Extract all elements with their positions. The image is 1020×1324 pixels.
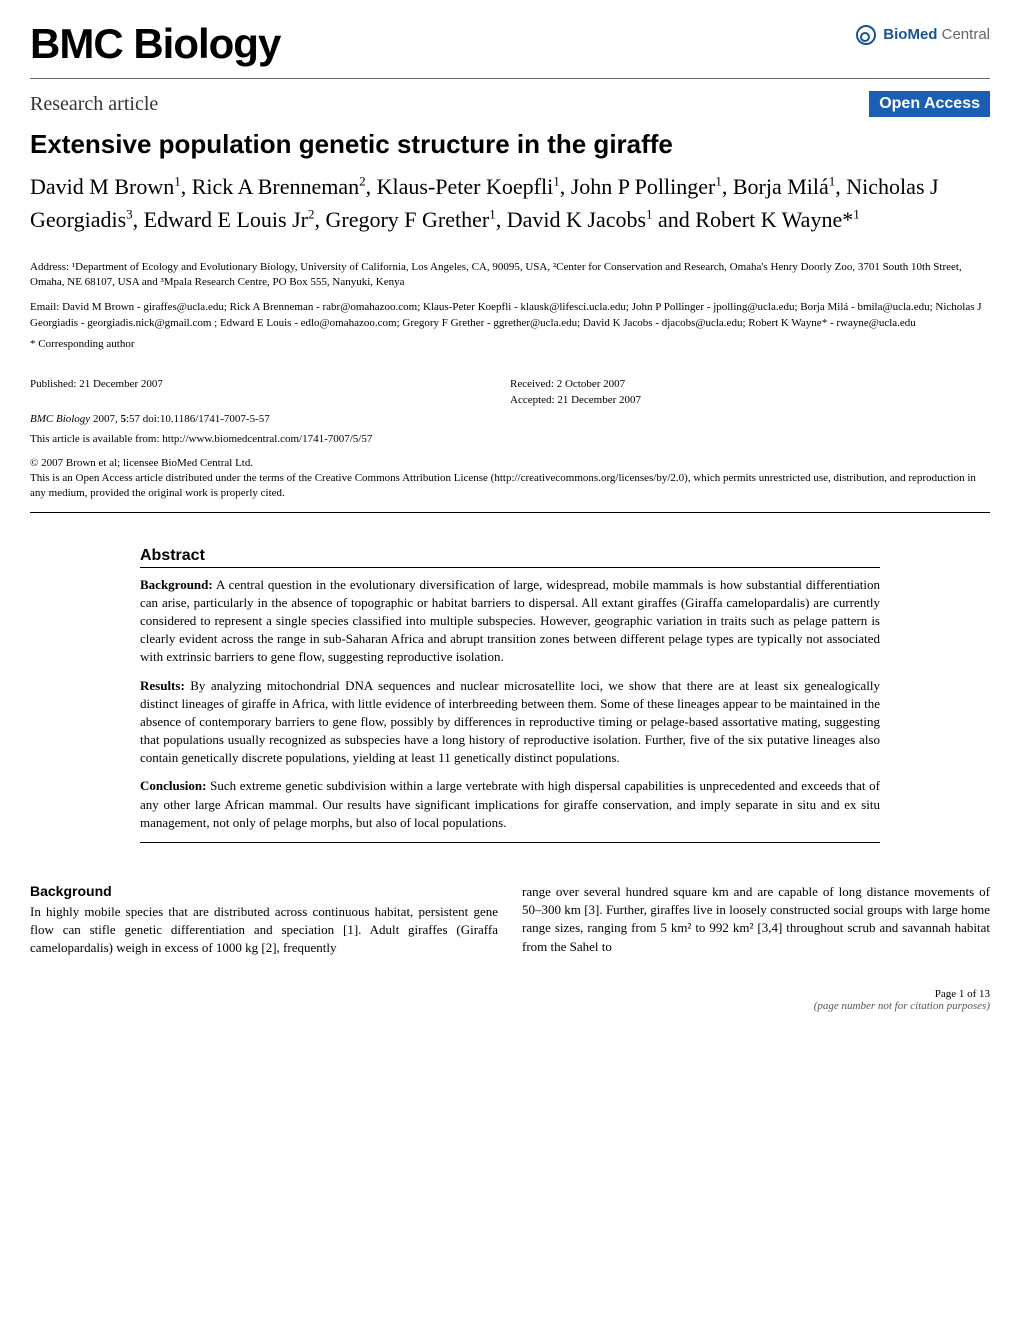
author-10: and Robert K Wayne* xyxy=(653,207,854,232)
citation-year: 2007, xyxy=(90,413,120,425)
meta-right: Received: 2 October 2007 Accepted: 21 De… xyxy=(510,376,990,409)
footer: Page 1 of 13 (page number not for citati… xyxy=(0,968,1020,1032)
publisher-logo: BioMed Central xyxy=(856,25,990,45)
abstract-section: Abstract Background: A central question … xyxy=(0,517,1020,863)
open-access-badge: Open Access xyxy=(869,91,990,117)
author-3: , Klaus-Peter Koepfli xyxy=(366,174,554,199)
authors: David M Brown1, Rick A Brenneman2, Klaus… xyxy=(0,164,1020,252)
accepted-date: Accepted: 21 December 2007 xyxy=(510,392,990,409)
abstract-background-text: A central question in the evolutionary d… xyxy=(140,577,880,665)
body-section: Background In highly mobile species that… xyxy=(0,863,1020,968)
body-text-right: range over several hundred square km and… xyxy=(522,883,990,956)
publisher-light: Central xyxy=(937,26,990,43)
abstract-results-label: Results: xyxy=(140,678,185,693)
abstract-conclusion: Conclusion: Such extreme genetic subdivi… xyxy=(140,777,880,832)
meta-row: Published: 21 December 2007 Received: 2 … xyxy=(0,368,1020,411)
citation-rest: :57 doi:10.1186/1741-7007-5-57 xyxy=(126,413,270,425)
license: This is an Open Access article distribut… xyxy=(0,471,1020,508)
author-2: , Rick A Brenneman xyxy=(181,174,359,199)
author-8: , Gregory F Grether xyxy=(315,207,490,232)
page-number: Page 1 of 13 xyxy=(30,988,990,1000)
abstract-conclusion-text: Such extreme genetic subdivision within … xyxy=(140,778,880,829)
author-sup-10: 1 xyxy=(853,207,860,222)
meta-left: Published: 21 December 2007 xyxy=(30,376,510,409)
body-text-left: In highly mobile species that are distri… xyxy=(30,903,498,958)
received-date: Received: 2 October 2007 xyxy=(510,376,990,393)
abstract-results: Results: By analyzing mitochondrial DNA … xyxy=(140,677,880,768)
author-1: David M Brown xyxy=(30,174,174,199)
author-4: , John P Pollinger xyxy=(560,174,716,199)
corresponding-author: * Corresponding author xyxy=(0,336,1020,368)
emails: Email: David M Brown - giraffes@ucla.edu… xyxy=(0,295,1020,336)
citation: BMC Biology 2007, 5:57 doi:10.1186/1741-… xyxy=(0,411,1020,427)
abstract-background: Background: A central question in the ev… xyxy=(140,576,880,667)
license-divider xyxy=(30,512,990,513)
copyright: © 2007 Brown et al; licensee BioMed Cent… xyxy=(0,451,1020,471)
article-url: This article is available from: http://w… xyxy=(0,427,1020,451)
background-heading: Background xyxy=(30,883,498,899)
affiliations: Address: ¹Department of Ecology and Evol… xyxy=(0,252,1020,295)
published-date: Published: 21 December 2007 xyxy=(30,376,510,393)
author-7: , Edward E Louis Jr xyxy=(133,207,308,232)
abstract-bottom-rule xyxy=(140,842,880,843)
page-note: (page number not for citation purposes) xyxy=(30,1000,990,1012)
abstract-conclusion-label: Conclusion: xyxy=(140,778,206,793)
logo-circle-icon xyxy=(856,25,876,45)
author-5: , Borja Milá xyxy=(722,174,829,199)
article-type: Research article xyxy=(30,93,158,116)
citation-journal: BMC Biology xyxy=(30,413,90,425)
abstract-results-text: By analyzing mitochondrial DNA sequences… xyxy=(140,678,880,766)
abstract-background-label: Background: xyxy=(140,577,213,592)
abstract-heading: Abstract xyxy=(140,547,880,568)
publisher-bold: BioMed xyxy=(883,26,937,43)
journal-name: BMC Biology xyxy=(30,20,990,68)
header: BMC Biology BioMed Central xyxy=(0,0,1020,78)
article-type-row: Research article Open Access xyxy=(0,79,1020,125)
article-title: Extensive population genetic structure i… xyxy=(0,125,1020,164)
author-9: , David K Jacobs xyxy=(496,207,646,232)
